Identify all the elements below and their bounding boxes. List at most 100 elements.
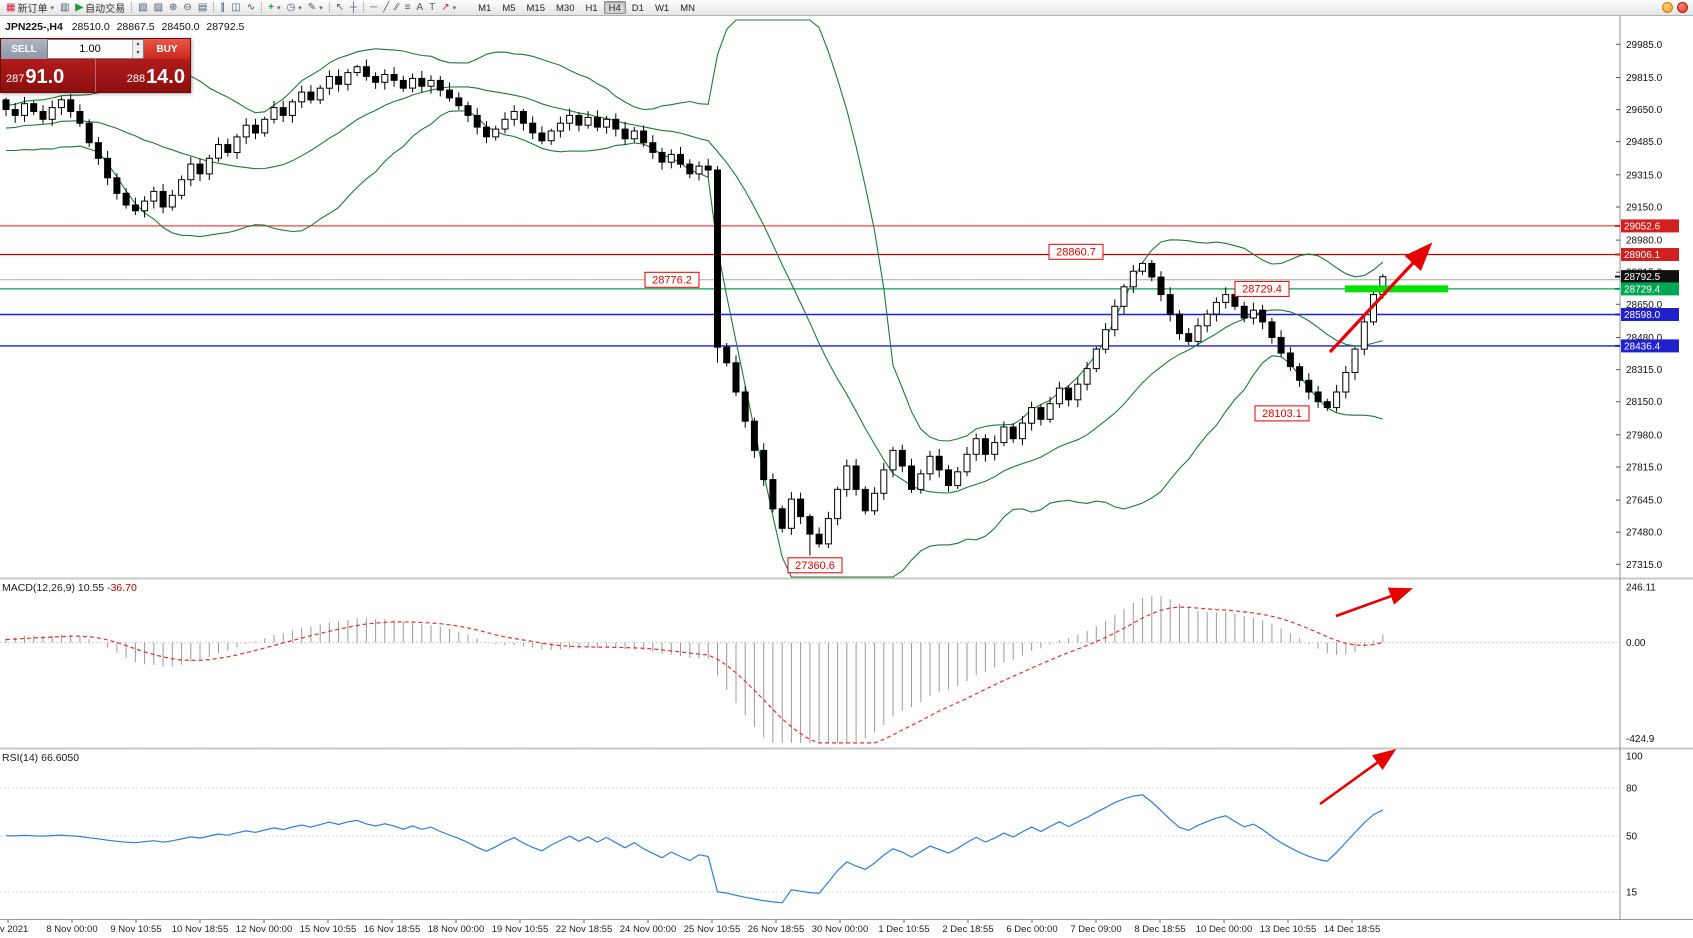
buy-price[interactable]: 288 14.0 bbox=[95, 59, 190, 92]
sell-price[interactable]: 287 91.0 bbox=[1, 59, 95, 92]
svg-text:28906.1: 28906.1 bbox=[1624, 250, 1661, 261]
timeframe-m5-button[interactable]: M5 bbox=[502, 3, 516, 14]
timeframe-d1-button[interactable]: D1 bbox=[631, 3, 644, 14]
svg-text:29150.0: 29150.0 bbox=[1626, 203, 1663, 214]
timeframe-h1-button[interactable]: H1 bbox=[585, 3, 598, 14]
chevron-down-icon: ▾ bbox=[50, 4, 54, 12]
svg-text:9 Nov 10:55: 9 Nov 10:55 bbox=[110, 924, 161, 935]
svg-text:28650.0: 28650.0 bbox=[1626, 300, 1663, 311]
timeframe-m1-button[interactable]: M1 bbox=[478, 3, 492, 14]
toolbar-right-group bbox=[1662, 2, 1690, 13]
svg-text:28598.0: 28598.0 bbox=[1624, 310, 1661, 321]
grid-toggle-button[interactable]: ▤ bbox=[195, 1, 210, 15]
svg-text:8 Dec 18:55: 8 Dec 18:55 bbox=[1134, 924, 1185, 935]
fibonacci-button[interactable]: ≡ bbox=[402, 1, 414, 15]
price-callout-28729.4[interactable]: 28729.4 bbox=[1234, 280, 1290, 297]
zoom-in-button[interactable]: ⊕ bbox=[166, 1, 180, 15]
panel-splitter-rsi[interactable] bbox=[0, 747, 1693, 750]
trend-arrow-rsi[interactable] bbox=[1319, 748, 1397, 806]
chart-window-icon: ▥ bbox=[59, 1, 70, 13]
clock-icon: ◷ bbox=[286, 1, 296, 13]
trendline-icon: ╱ bbox=[383, 1, 390, 13]
svg-text:12 Nov 00:00: 12 Nov 00:00 bbox=[236, 924, 293, 935]
zoom-out-icon: ⊖ bbox=[183, 1, 192, 13]
zoom-out-button[interactable]: ⊖ bbox=[180, 1, 194, 15]
sell-button[interactable]: SELL bbox=[1, 39, 47, 59]
community-icon[interactable] bbox=[1662, 2, 1673, 13]
channel-button[interactable]: ∕∕ bbox=[392, 1, 401, 15]
bollinger-bands bbox=[5, 19, 1384, 578]
svg-text:28150.0: 28150.0 bbox=[1626, 397, 1663, 408]
price-callout-28860.7[interactable]: 28860.7 bbox=[1048, 243, 1104, 260]
cascade-windows-button[interactable]: ▧ bbox=[135, 1, 150, 15]
timeframe-w1-button[interactable]: W1 bbox=[654, 3, 670, 14]
label-tool-icon: T bbox=[429, 1, 436, 13]
candle-chart-button[interactable]: ◫ bbox=[228, 1, 243, 15]
timeframe-h4-button[interactable]: H4 bbox=[603, 1, 626, 14]
buy-price-big: 14.0 bbox=[146, 66, 185, 88]
horizontal-line-button[interactable]: ─ bbox=[367, 1, 380, 15]
arrows-tool-button[interactable]: ↗ ▾ bbox=[438, 1, 459, 15]
cursor-tool-button[interactable]: ↖ bbox=[333, 1, 347, 15]
timeframe-mn-button[interactable]: MN bbox=[680, 3, 695, 14]
add-indicator-icon: + bbox=[268, 1, 274, 13]
time-axis[interactable]: Nov 2021 8 Nov 00:00 9 Nov 10:55 10 Nov 18:… bbox=[0, 920, 1380, 935]
svg-text:10 Dec 00:00: 10 Dec 00:00 bbox=[1196, 924, 1253, 935]
trend-arrow-macd[interactable] bbox=[1335, 587, 1413, 618]
volume-spinner-down[interactable]: ▾ bbox=[133, 49, 143, 58]
trendline-button[interactable]: ╱ bbox=[380, 1, 392, 15]
new-order-button[interactable]: ▦ 新订单 ▾ bbox=[3, 1, 57, 16]
sell-price-big: 91.0 bbox=[25, 66, 65, 88]
cursor-icon: ↖ bbox=[335, 1, 345, 13]
svg-text:29315.0: 29315.0 bbox=[1626, 170, 1663, 181]
svg-text:28480.0: 28480.0 bbox=[1626, 333, 1663, 344]
price-callout-28776.2[interactable]: 28776.2 bbox=[644, 271, 700, 288]
tile-windows-button[interactable]: ▨ bbox=[151, 1, 166, 15]
rsi-axis-label: 50 bbox=[1626, 832, 1638, 843]
bar-chart-button[interactable]: ∥ bbox=[217, 1, 228, 15]
volume-spinner-up[interactable]: ▴ bbox=[133, 40, 143, 49]
line-chart-icon: ∿ bbox=[246, 1, 256, 13]
template-button[interactable]: ✎ ▾ bbox=[305, 1, 326, 15]
buy-button[interactable]: BUY bbox=[144, 39, 190, 59]
chart-window-button[interactable]: ▥ bbox=[57, 1, 72, 15]
volume-input[interactable] bbox=[48, 43, 132, 55]
chevron-down-icon: ▾ bbox=[298, 4, 302, 12]
line-chart-button[interactable]: ∿ bbox=[244, 1, 258, 15]
ohlc-open: 28510.0 bbox=[71, 21, 110, 33]
toolbar-separator bbox=[363, 2, 365, 13]
price-callout-28103.1[interactable]: 28103.1 bbox=[1254, 405, 1310, 422]
period-button[interactable]: ◷ ▾ bbox=[283, 1, 304, 15]
arrows-tool-icon: ↗ bbox=[441, 1, 450, 13]
toolbar-separator bbox=[261, 2, 263, 13]
timeframe-m30-button[interactable]: M30 bbox=[556, 3, 575, 14]
horizontal-line-icon: ─ bbox=[370, 1, 378, 13]
news-icon[interactable] bbox=[1677, 2, 1688, 13]
rsi-label: RSI(14) 66.6050 bbox=[2, 752, 79, 764]
add-indicator-button[interactable]: + ▾ bbox=[265, 1, 283, 15]
svg-text:25 Nov 10:55: 25 Nov 10:55 bbox=[684, 924, 741, 935]
main-toolbar: ▦ 新订单 ▾ ▥ ▶ 自动交易 ▧ ▨ ⊕ ⊖ ▤ ∥ ◫ ∿ + ▾ ◷ ▾… bbox=[0, 0, 1693, 16]
svg-text:28792.5: 28792.5 bbox=[1624, 272, 1661, 283]
timeframe-m15-button[interactable]: M15 bbox=[526, 3, 545, 14]
panel-splitter-macd[interactable] bbox=[0, 577, 1693, 580]
template-pencil-icon: ✎ bbox=[307, 1, 317, 13]
svg-text:27645.0: 27645.0 bbox=[1626, 496, 1663, 507]
svg-text:28729.4: 28729.4 bbox=[1624, 284, 1661, 295]
autotrade-button[interactable]: ▶ 自动交易 bbox=[72, 1, 128, 16]
bar-chart-icon: ∥ bbox=[220, 1, 226, 13]
chevron-down-icon: ▾ bbox=[319, 4, 323, 12]
trend-arrow-main[interactable] bbox=[1328, 242, 1433, 354]
channel-icon: ∕∕ bbox=[395, 1, 399, 13]
crosshair-tool-button[interactable]: ┼ bbox=[347, 1, 360, 15]
svg-text:10 Nov 18:55: 10 Nov 18:55 bbox=[172, 924, 229, 935]
text-tool-button[interactable]: A bbox=[413, 1, 426, 15]
label-tool-button[interactable]: T bbox=[426, 1, 438, 15]
price-callout-27360.6[interactable]: 27360.6 bbox=[787, 557, 843, 574]
price-axis[interactable]: 29985.0 29815.0 29650.0 29485.0 29315.0 29150… bbox=[1615, 40, 1679, 571]
macd-title: MACD(12,26,9) bbox=[2, 582, 75, 594]
svg-text:30 Nov 00:00: 30 Nov 00:00 bbox=[812, 924, 869, 935]
macd-main-value: 10.55 bbox=[77, 582, 105, 594]
zoom-in-icon: ⊕ bbox=[169, 1, 178, 13]
